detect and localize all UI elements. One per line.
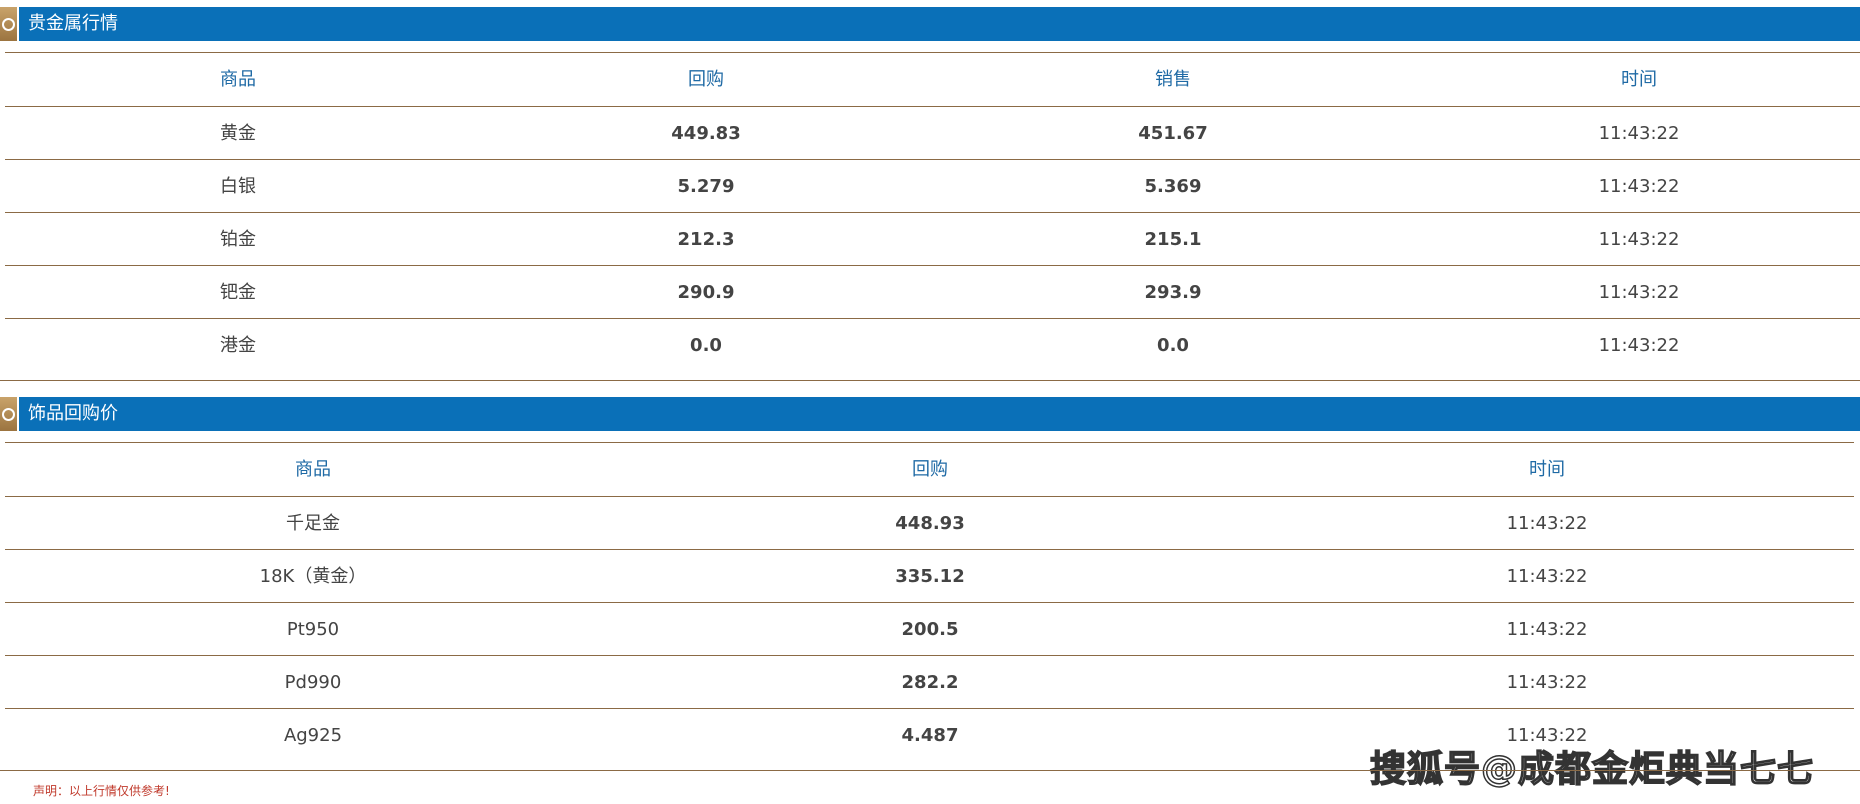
price-cell: 200.5 bbox=[901, 619, 959, 640]
section-icon bbox=[0, 397, 19, 431]
table-cell: 千足金 bbox=[286, 513, 340, 534]
row-divider bbox=[5, 159, 1860, 160]
row-divider bbox=[0, 770, 1860, 771]
row-divider bbox=[5, 602, 1854, 603]
price-cell: 290.9 bbox=[677, 282, 735, 303]
price-cell: 0.0 bbox=[690, 335, 722, 356]
table-border bbox=[5, 442, 1854, 443]
column-header: 时间 bbox=[1529, 459, 1565, 480]
table-cell: 铂金 bbox=[220, 229, 256, 250]
watermark: 搜狐号@成都金炬典当七七 bbox=[1369, 748, 1815, 791]
table-cell: 11:43:22 bbox=[1598, 335, 1680, 356]
section-title: 贵金属行情 bbox=[28, 13, 118, 34]
price-cell: 282.2 bbox=[901, 672, 959, 693]
row-divider bbox=[5, 708, 1854, 709]
section-header: 饰品回购价 bbox=[0, 397, 1860, 431]
price-cell: 212.3 bbox=[677, 229, 735, 250]
table-cell: 11:43:22 bbox=[1598, 229, 1680, 250]
column-header: 回购 bbox=[688, 69, 724, 90]
price-cell: 451.67 bbox=[1138, 123, 1208, 144]
table-cell: 11:43:22 bbox=[1506, 672, 1588, 693]
row-divider bbox=[5, 496, 1854, 497]
table-cell: 11:43:22 bbox=[1598, 282, 1680, 303]
row-divider bbox=[5, 212, 1860, 213]
row-divider bbox=[0, 380, 1860, 381]
row-divider bbox=[5, 318, 1860, 319]
section-header: 贵金属行情 bbox=[0, 7, 1860, 41]
table-cell: Pt950 bbox=[286, 619, 340, 640]
column-header: 商品 bbox=[220, 69, 256, 90]
price-cell: 449.83 bbox=[671, 123, 741, 144]
table-border bbox=[5, 52, 1860, 53]
column-header: 商品 bbox=[295, 459, 331, 480]
row-divider bbox=[5, 106, 1860, 107]
column-header: 时间 bbox=[1621, 69, 1657, 90]
price-cell: 4.487 bbox=[901, 725, 959, 746]
section-icon bbox=[0, 7, 19, 41]
section-title: 饰品回购价 bbox=[28, 403, 118, 424]
table-cell: 钯金 bbox=[220, 282, 256, 303]
table-cell: 18K（黄金） bbox=[259, 566, 367, 587]
row-divider bbox=[5, 265, 1860, 266]
row-divider bbox=[5, 549, 1854, 550]
table-cell: 11:43:22 bbox=[1506, 513, 1588, 534]
table-cell: 白银 bbox=[220, 176, 256, 197]
table-cell: 11:43:22 bbox=[1598, 123, 1680, 144]
price-cell: 215.1 bbox=[1144, 229, 1202, 250]
table-cell: 港金 bbox=[220, 335, 256, 356]
row-divider bbox=[5, 655, 1854, 656]
price-cell: 448.93 bbox=[895, 513, 965, 534]
column-header: 回购 bbox=[912, 459, 948, 480]
price-cell: 0.0 bbox=[1157, 335, 1189, 356]
table-cell: 11:43:22 bbox=[1506, 566, 1588, 587]
price-cell: 335.12 bbox=[895, 566, 965, 587]
table-cell: Pd990 bbox=[284, 672, 342, 693]
table-cell: 11:43:22 bbox=[1506, 725, 1588, 746]
column-header: 销售 bbox=[1155, 69, 1191, 90]
table-cell: Ag925 bbox=[283, 725, 343, 746]
disclaimer: 声明：以上行情仅供参考! bbox=[33, 784, 170, 798]
price-cell: 5.279 bbox=[677, 176, 735, 197]
table-cell: 11:43:22 bbox=[1598, 176, 1680, 197]
price-cell: 293.9 bbox=[1144, 282, 1202, 303]
table-cell: 11:43:22 bbox=[1506, 619, 1588, 640]
price-cell: 5.369 bbox=[1144, 176, 1202, 197]
table-cell: 黄金 bbox=[220, 123, 256, 144]
